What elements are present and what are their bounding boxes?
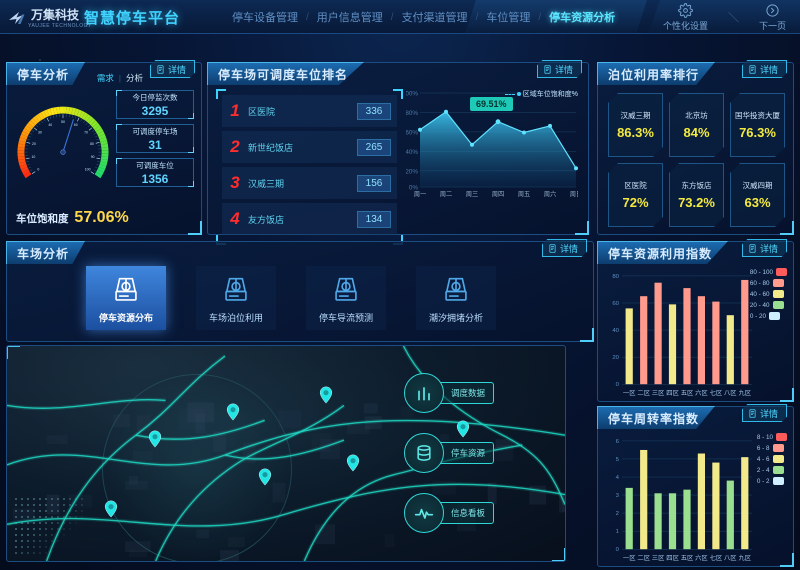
svg-text:80%: 80%	[406, 110, 418, 117]
svg-text:4: 4	[616, 475, 620, 481]
svg-text:八区: 八区	[724, 554, 737, 562]
svg-text:周一: 周一	[414, 190, 427, 198]
svg-text:5: 5	[616, 457, 620, 463]
svg-text:90: 90	[91, 155, 95, 159]
svg-text:二区: 二区	[637, 389, 650, 397]
svg-text:0: 0	[616, 547, 620, 553]
svg-text:20%: 20%	[406, 168, 418, 175]
svg-text:一区: 一区	[623, 554, 636, 562]
svg-text:40: 40	[48, 123, 52, 127]
svg-text:五区: 五区	[681, 389, 694, 397]
svg-text:0: 0	[616, 382, 620, 388]
svg-text:九区: 九区	[739, 553, 752, 562]
svg-text:2: 2	[616, 511, 619, 517]
svg-text:60%: 60%	[406, 129, 418, 136]
svg-text:七区: 七区	[710, 553, 723, 562]
svg-text:三区: 三区	[652, 554, 665, 562]
svg-text:0: 0	[37, 167, 39, 171]
svg-text:30: 30	[38, 131, 42, 135]
svg-text:6: 6	[616, 439, 620, 445]
svg-text:七区: 七区	[710, 388, 723, 397]
svg-text:三区: 三区	[652, 389, 665, 397]
svg-text:周六: 周六	[544, 189, 557, 198]
svg-text:周二: 周二	[440, 190, 453, 198]
svg-text:60: 60	[74, 123, 78, 127]
svg-text:20: 20	[32, 142, 36, 146]
svg-text:周日: 周日	[570, 190, 578, 198]
svg-text:周三: 周三	[466, 190, 479, 198]
svg-text:40%: 40%	[406, 149, 418, 156]
svg-text:1: 1	[616, 529, 620, 535]
svg-text:100: 100	[85, 167, 91, 171]
svg-text:九区: 九区	[739, 388, 752, 397]
svg-text:80: 80	[612, 274, 619, 280]
svg-text:六区: 六区	[695, 553, 708, 562]
svg-text:10: 10	[31, 155, 35, 159]
svg-text:60: 60	[612, 301, 619, 307]
svg-text:80: 80	[90, 142, 94, 146]
svg-text:一区: 一区	[623, 389, 636, 397]
svg-text:五区: 五区	[681, 554, 694, 562]
svg-text:六区: 六区	[695, 388, 708, 397]
svg-text:二区: 二区	[637, 554, 650, 562]
svg-text:周四: 周四	[492, 190, 505, 198]
svg-text:70: 70	[84, 131, 88, 135]
svg-text:四区: 四区	[666, 389, 679, 397]
svg-text:八区: 八区	[724, 389, 737, 397]
svg-text:100%: 100%	[406, 91, 418, 98]
svg-text:50: 50	[61, 120, 65, 124]
svg-text:周五: 周五	[518, 190, 531, 198]
svg-text:20: 20	[612, 355, 619, 361]
svg-text:四区: 四区	[666, 554, 679, 562]
svg-text:3: 3	[616, 493, 620, 499]
svg-text:40: 40	[612, 328, 619, 334]
